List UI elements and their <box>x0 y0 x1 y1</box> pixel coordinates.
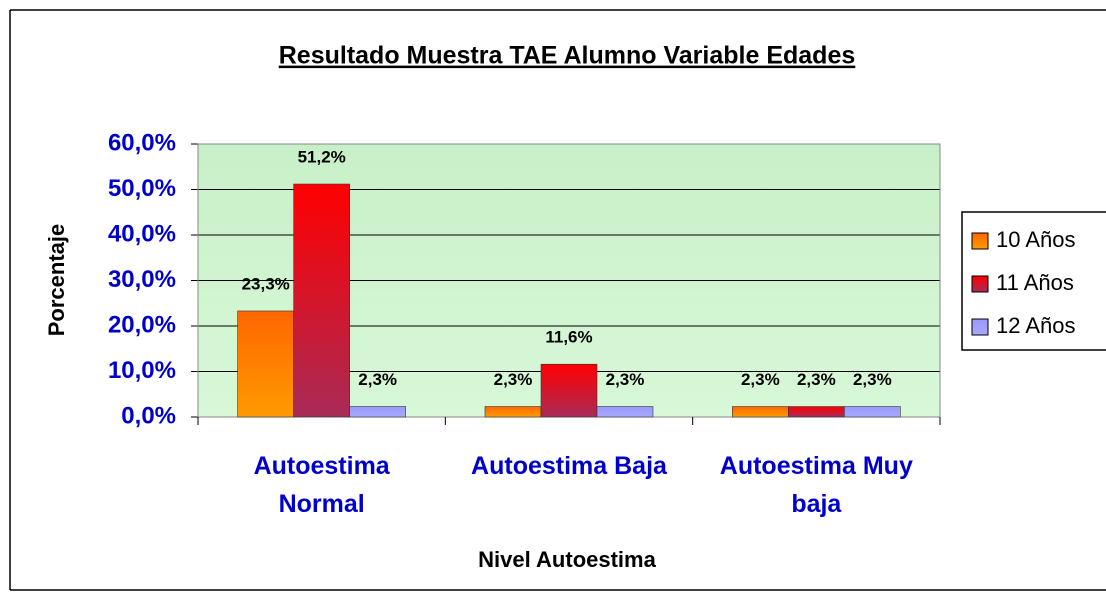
legend-label: 11 Años <box>996 270 1074 295</box>
y-tick-label: 40,0% <box>108 220 176 247</box>
y-tick-label: 10,0% <box>108 357 176 384</box>
x-tick-label: Autoestima Muy baja <box>719 452 913 518</box>
bar <box>596 406 654 418</box>
y-tick-label: 50,0% <box>108 175 176 202</box>
data-label: 2,3% <box>797 370 836 389</box>
data-label: 11,6% <box>545 328 592 347</box>
data-label: 23,3% <box>242 274 290 293</box>
legend-swatch <box>971 318 989 336</box>
bar <box>349 406 406 418</box>
bar <box>788 406 845 418</box>
y-axis-label: Porcentaje <box>44 224 69 337</box>
y-tick-label: 30,0% <box>108 266 176 293</box>
bar <box>844 406 901 418</box>
legend-label: 10 Años <box>996 227 1076 252</box>
legend-swatch <box>971 232 989 250</box>
data-label: 2,3% <box>741 370 780 389</box>
bar <box>732 406 789 418</box>
y-tick-label: 60,0% <box>108 129 176 156</box>
y-tick-label: 20,0% <box>108 311 176 338</box>
bar <box>293 183 350 418</box>
legend-swatch <box>971 275 989 293</box>
data-label: 2,3% <box>606 370 645 389</box>
data-label: 2,3% <box>494 370 533 389</box>
y-tick-label: 0,0% <box>121 402 176 429</box>
bar <box>540 363 598 418</box>
x-tick-label: Autoestima Baja <box>471 452 667 480</box>
x-axis-label: Nivel Autoestima <box>478 547 656 572</box>
bar <box>237 310 294 418</box>
chart-title: Resultado Muestra TAE Alumno Variable Ed… <box>279 42 856 70</box>
legend-label: 12 Años <box>996 313 1076 338</box>
x-tick-label: Autoestima Normal <box>253 452 390 518</box>
data-label: 2,3% <box>853 370 892 389</box>
bar <box>484 406 542 418</box>
data-label: 2,3% <box>358 370 397 389</box>
data-label: 51,2% <box>298 148 346 167</box>
